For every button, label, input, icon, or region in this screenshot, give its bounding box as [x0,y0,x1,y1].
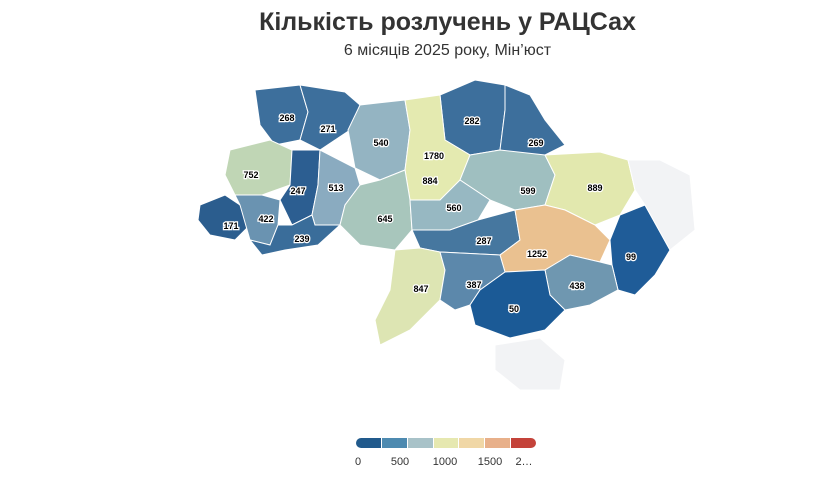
region-khmelnytskyi-value-label: 513 [328,183,343,193]
region-kirovohrad-value-label: 287 [476,236,491,246]
legend-swatch-6 [511,438,536,448]
region-donetsk-value-label: 99 [626,252,636,262]
region-rivne-value-label: 271 [320,124,335,134]
region-chernivtsi-value-label: 239 [294,234,309,244]
region-vinnytsia-value-label: 645 [377,214,392,224]
region-chernivtsi[interactable] [248,214,342,256]
region-lviv[interactable] [224,139,293,196]
region-rivne[interactable] [299,84,361,151]
legend-swatch-1 [381,438,408,448]
region-sumy-value-label: 269 [528,138,543,148]
legend-swatch-2 [407,438,434,448]
region-zaporizhzhia-value-label: 438 [569,281,584,291]
region-dnipropetrovsk-value-label: 1252 [527,249,547,259]
legend-swatch-4 [459,438,486,448]
legend-swatch-3 [433,438,460,448]
region-odesa-value-label: 847 [413,284,428,294]
region-kyiv-value-label: 884 [422,176,437,186]
region-kherson-value-label: 50 [509,304,519,314]
legend-tick-label: 0 [354,456,362,468]
legend-tick-label: 1500 [477,456,503,468]
region-zhytomyr-value-label: 540 [373,138,388,148]
region-luhansk-crimea-no-data[interactable] [494,159,696,391]
region-cherkasy-value-label: 560 [446,203,461,213]
region-chernihiv-value-label: 282 [464,116,479,126]
region-lviv-value-label: 752 [243,170,258,180]
legend-swatch-0 [356,438,382,448]
region-zakarpattia[interactable] [197,194,251,241]
region-zakarpattia-value-label: 171 [223,221,238,231]
map-subtitle: 6 місяців 2025 року, Мін’юст [343,42,552,59]
legend-swatch-5 [485,438,512,448]
region-ternopil-value-label: 247 [290,186,305,196]
legend-tick-label: 500 [390,456,410,468]
map-title: Кількість розлучень у РАЦСах [259,8,636,36]
region-mykolaiv-value-label: 387 [466,280,481,290]
region-poltava-value-label: 599 [520,186,535,196]
region-ivano-frankivsk-value-label: 422 [258,214,273,224]
region-volyn-value-label: 268 [279,113,294,123]
region-kherson[interactable] [469,269,566,339]
region-vinnytsia[interactable] [339,169,413,251]
color-legend-bar [356,438,536,448]
region-kharkiv[interactable] [544,151,636,226]
region-kyiv-city-value-label: 1780 [424,151,444,161]
legend-tick-label: 1000 [432,456,458,468]
region-odesa[interactable] [374,247,446,346]
region-kharkiv-value-label: 889 [587,183,602,193]
legend-tick-label: 2… [515,456,533,468]
